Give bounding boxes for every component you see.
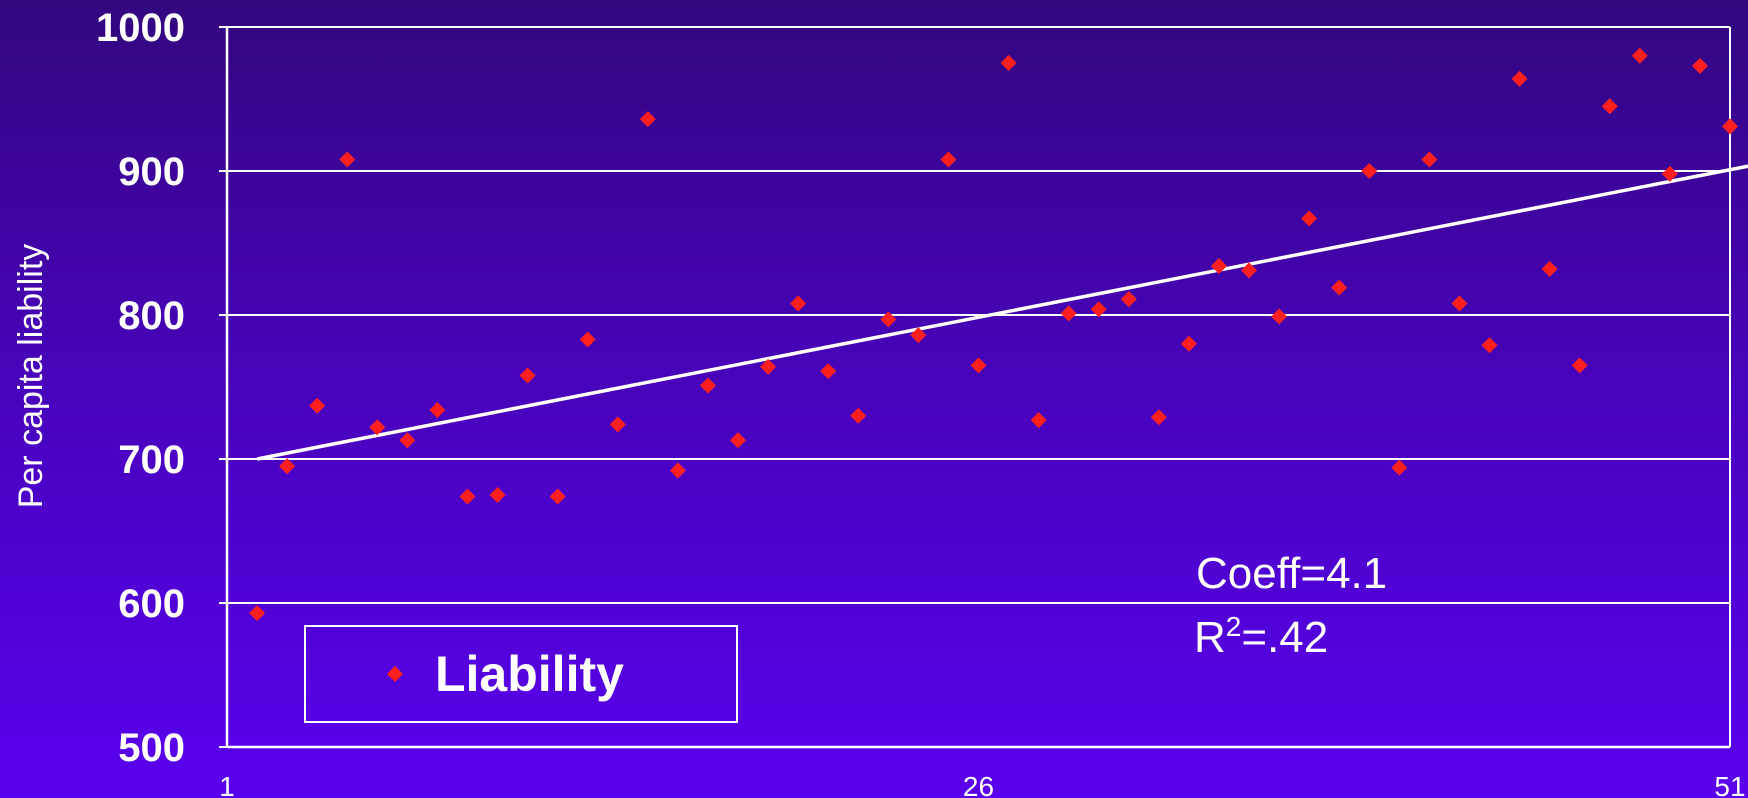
data-point bbox=[850, 407, 867, 424]
data-point bbox=[820, 363, 837, 380]
data-point bbox=[579, 331, 596, 348]
data-point bbox=[249, 605, 266, 622]
data-point bbox=[1571, 357, 1588, 374]
y-tick-label-1000: 1000 bbox=[96, 6, 185, 50]
data-point bbox=[429, 402, 446, 419]
data-point bbox=[970, 357, 987, 374]
legend-box bbox=[304, 625, 738, 723]
r-squared-prefix: R bbox=[1194, 613, 1226, 662]
data-point bbox=[1120, 291, 1137, 308]
data-point bbox=[459, 488, 476, 505]
r-squared-value: =.42 bbox=[1241, 613, 1328, 662]
data-point bbox=[489, 487, 506, 503]
legend-label-liability: Liability bbox=[435, 646, 624, 702]
data-point bbox=[730, 432, 747, 449]
data-point bbox=[1511, 70, 1528, 87]
y-tick-label-500: 500 bbox=[118, 726, 185, 770]
point-layer bbox=[249, 47, 1738, 622]
data-point bbox=[1421, 151, 1438, 168]
legend-marker-liability bbox=[387, 666, 403, 682]
data-point bbox=[399, 432, 416, 449]
x-tick-label-51: 51 bbox=[1714, 771, 1745, 798]
data-point bbox=[309, 397, 326, 414]
data-point bbox=[910, 327, 927, 344]
data-point bbox=[1060, 305, 1077, 322]
legend: Liability bbox=[304, 625, 738, 723]
data-point bbox=[1481, 337, 1498, 354]
data-point bbox=[1631, 47, 1648, 64]
data-point bbox=[1150, 409, 1167, 426]
data-point bbox=[1210, 258, 1227, 275]
data-point bbox=[1000, 55, 1017, 71]
r-squared-annotation: R2=.42 bbox=[1194, 611, 1328, 662]
data-point bbox=[549, 488, 566, 505]
trendline-layer bbox=[256, 164, 1748, 461]
legend-marker-diamond bbox=[387, 666, 403, 682]
y-axis-label: Per capita liability bbox=[12, 244, 50, 509]
tick-label-layer: 500 600 700 800 900 1000 1 26 51 bbox=[96, 6, 1746, 798]
data-point bbox=[790, 295, 807, 312]
data-point bbox=[1601, 98, 1618, 115]
data-point bbox=[279, 458, 296, 475]
data-point bbox=[369, 419, 386, 436]
data-point bbox=[1180, 335, 1197, 352]
data-point bbox=[880, 311, 897, 328]
trendline bbox=[256, 164, 1748, 461]
data-point bbox=[1241, 262, 1258, 279]
axis-layer bbox=[219, 26, 1731, 749]
data-point bbox=[940, 151, 957, 168]
grid-layer bbox=[227, 26, 1730, 604]
y-tick-label-800: 800 bbox=[118, 294, 185, 338]
data-point bbox=[699, 377, 716, 394]
data-point bbox=[1331, 279, 1348, 296]
data-point bbox=[639, 111, 656, 128]
data-point bbox=[1301, 210, 1318, 227]
data-point bbox=[609, 416, 626, 433]
x-tick-label-26: 26 bbox=[963, 771, 994, 798]
data-point bbox=[1271, 308, 1288, 325]
data-point bbox=[760, 358, 777, 375]
data-point bbox=[1451, 295, 1468, 312]
data-point bbox=[519, 367, 536, 384]
data-point bbox=[1541, 260, 1558, 277]
regression-annotation: Coeff=4.1 R2=.42 bbox=[1194, 549, 1387, 662]
y-tick-label-600: 600 bbox=[118, 582, 185, 626]
coefficient-annotation: Coeff=4.1 bbox=[1196, 549, 1387, 598]
data-point bbox=[1030, 412, 1047, 429]
data-point bbox=[339, 151, 356, 168]
data-point bbox=[669, 462, 686, 479]
data-point bbox=[1361, 163, 1378, 179]
data-point bbox=[1661, 165, 1678, 182]
x-tick-label-1: 1 bbox=[219, 771, 235, 798]
data-point bbox=[1090, 301, 1107, 318]
data-point bbox=[1391, 459, 1408, 476]
data-point bbox=[1722, 118, 1738, 135]
data-point bbox=[1691, 57, 1708, 74]
y-tick-label-900: 900 bbox=[118, 150, 185, 194]
y-tick-label-700: 700 bbox=[118, 438, 185, 482]
r-squared-superscript: 2 bbox=[1226, 611, 1242, 642]
